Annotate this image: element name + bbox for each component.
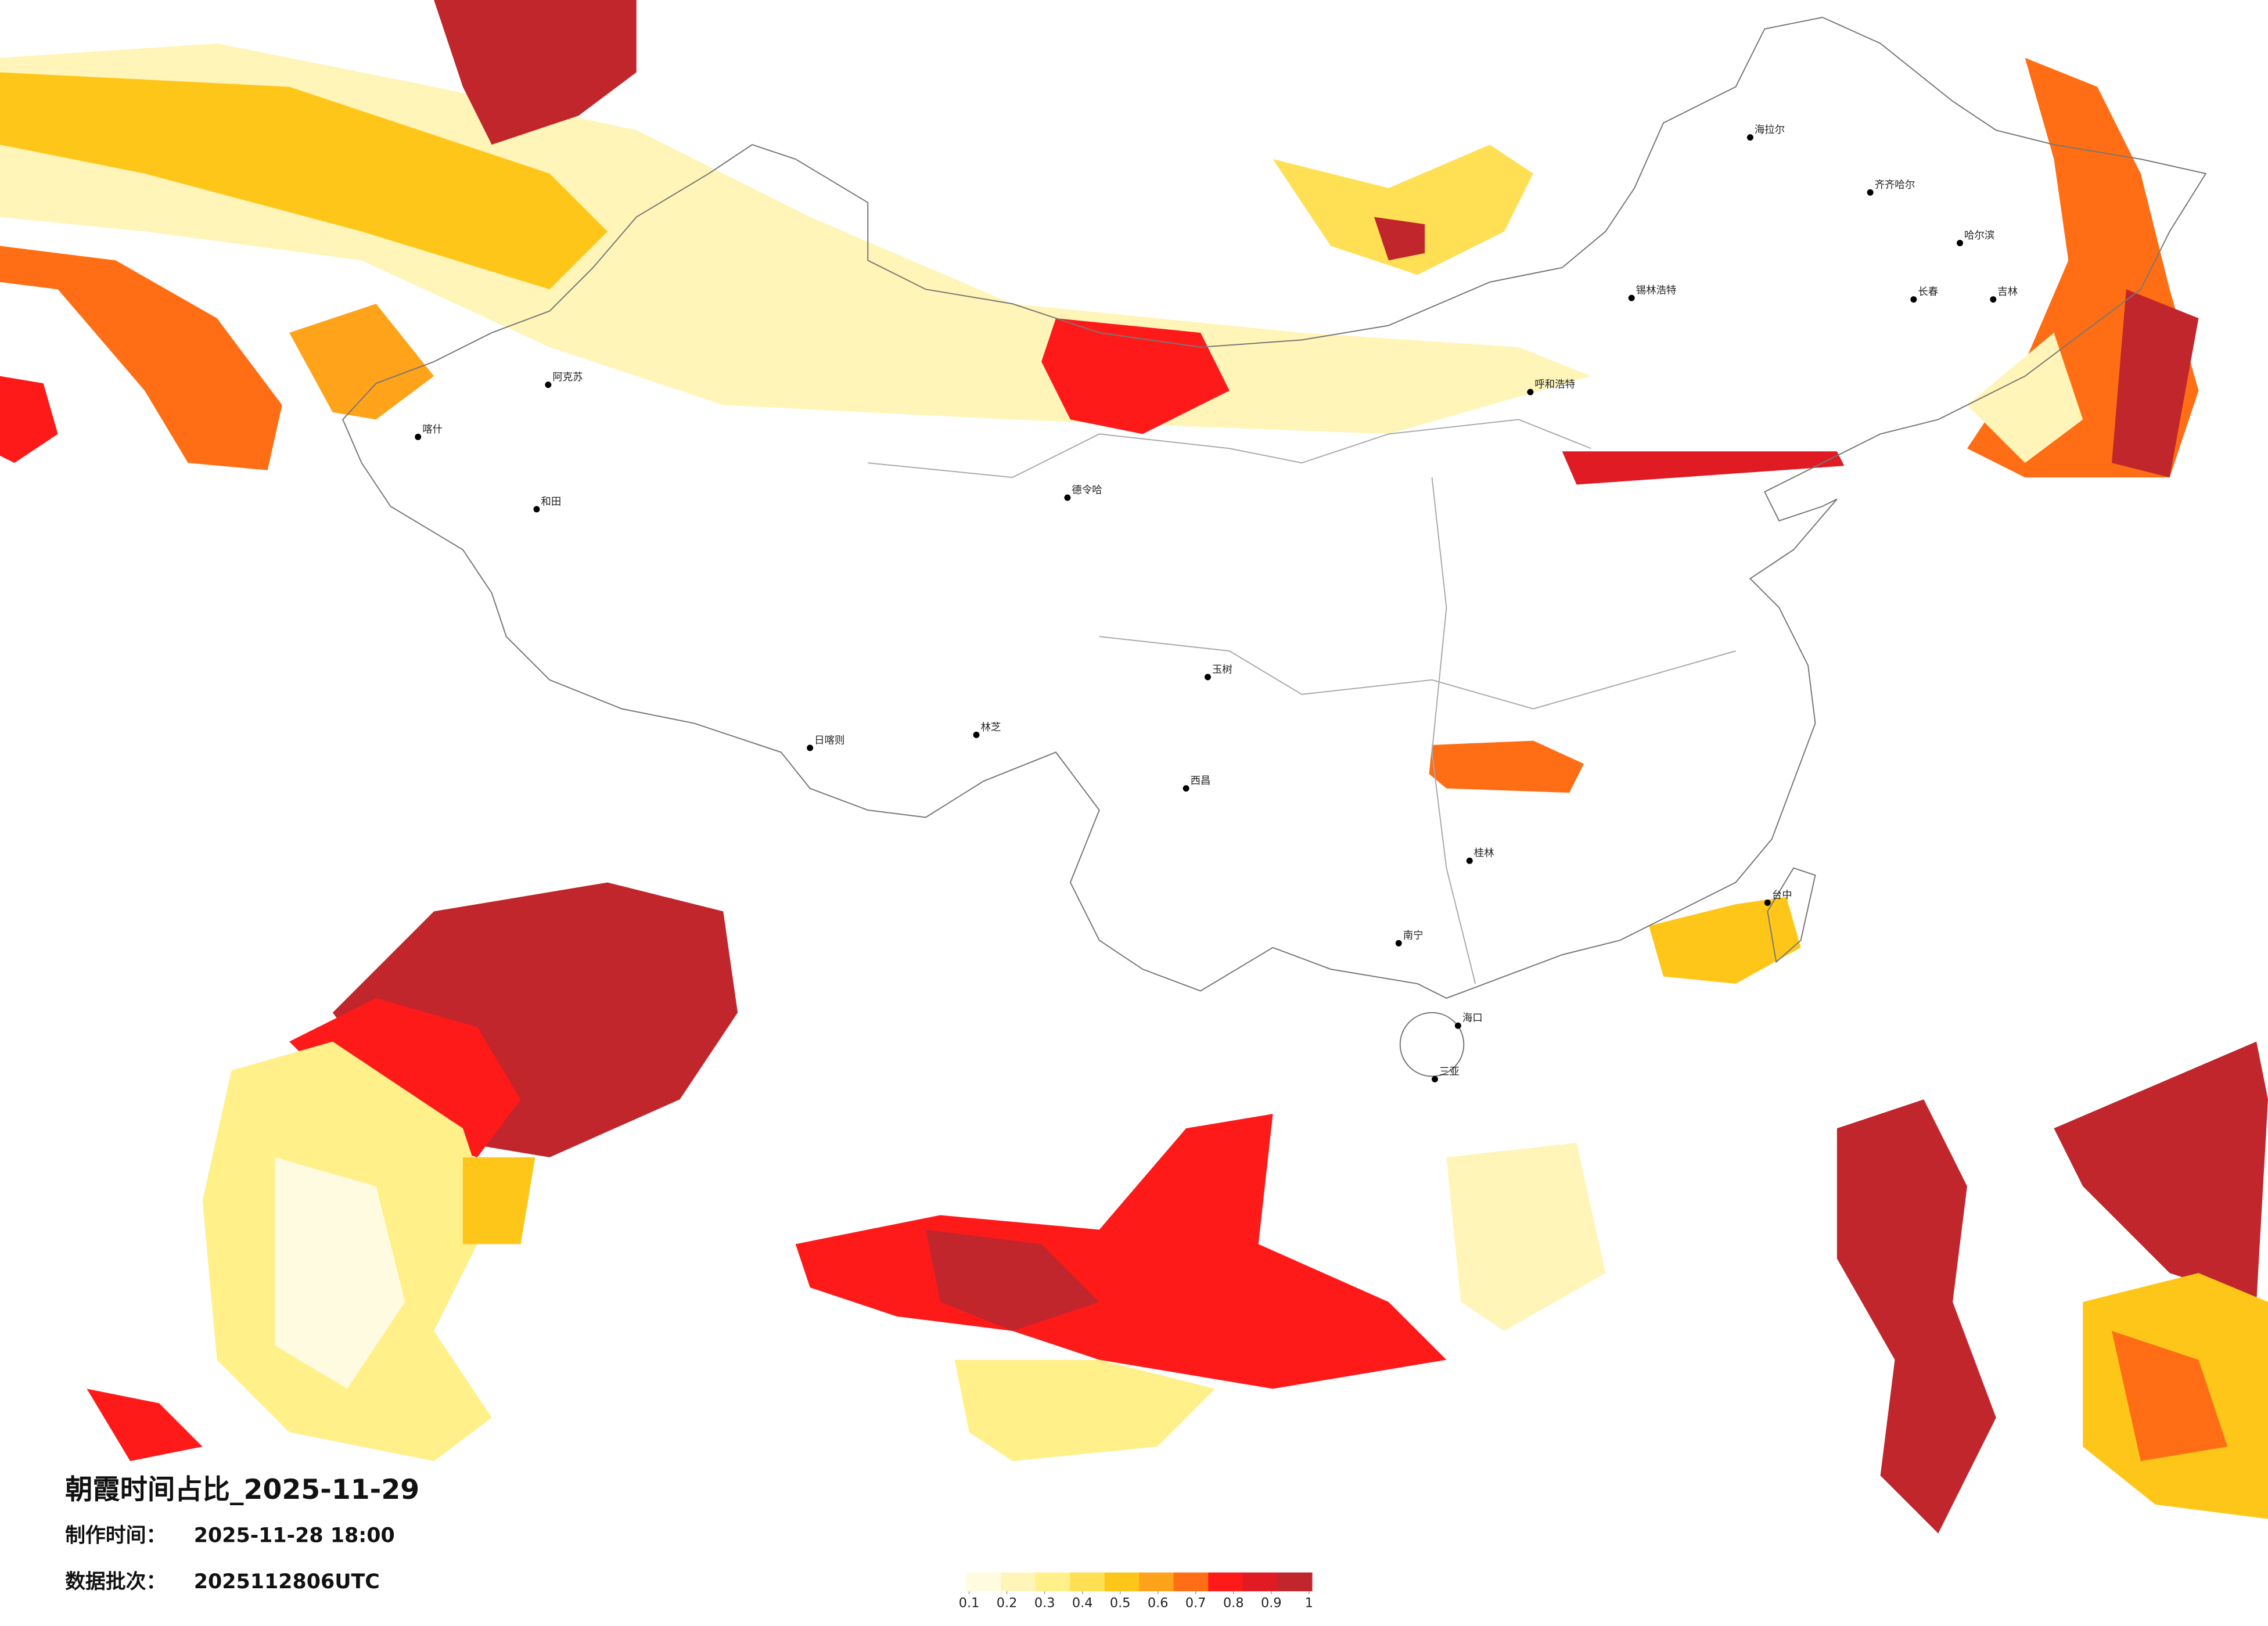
colorbar-swatch — [1001, 1572, 1036, 1592]
title: 朝霞时间占比_2025-11-29 — [65, 1474, 419, 1506]
city-label: 林芝 — [981, 722, 1001, 733]
city-dot — [1910, 296, 1917, 303]
city-dot — [1454, 1022, 1461, 1029]
city-dot — [1205, 674, 1211, 681]
city-dot — [1764, 899, 1771, 906]
city-label: 锡林浩特 — [1636, 285, 1677, 297]
batch-label: 数据批次： — [65, 1570, 166, 1593]
city-dot — [1527, 388, 1534, 395]
colorbar-swatch — [1173, 1572, 1209, 1592]
city-dot — [533, 506, 540, 513]
colorbar-swatch — [1208, 1572, 1243, 1592]
made-time-label: 制作时间： — [65, 1524, 166, 1548]
city-label: 日喀则 — [814, 735, 844, 746]
colorbar-tick-label: 0.6 — [1148, 1596, 1169, 1611]
colorbar-tick-label: 1 — [1305, 1596, 1313, 1611]
batch: 2025112806UTC — [194, 1570, 380, 1593]
city-dot — [1628, 294, 1635, 301]
made-time: 2025-11-28 18:00 — [194, 1524, 395, 1548]
colorbar-tick-label: 0.3 — [1034, 1596, 1055, 1611]
city-dot — [1990, 296, 1997, 303]
colorbar-swatch — [1070, 1572, 1105, 1592]
colorbar-tick-label: 0.5 — [1110, 1596, 1131, 1611]
city-dot — [1746, 134, 1753, 141]
colorbar: 0.1 0.2 0.3 0.4 0.5 0.6 0.7 0.8 0.9 1 — [959, 1572, 1313, 1611]
china-border — [342, 16, 2207, 999]
city-dot — [973, 732, 980, 738]
colorbar-tick-label: 0.8 — [1223, 1596, 1244, 1611]
colorbar-tick-label: 0.1 — [959, 1596, 980, 1611]
city-label: 德令哈 — [1072, 484, 1102, 496]
city-dot — [807, 744, 814, 751]
colorbar-swatch — [1035, 1572, 1070, 1592]
colorbar-tick-label: 0.7 — [1185, 1596, 1206, 1611]
province-line — [868, 419, 1591, 479]
city-dot — [545, 382, 552, 388]
colorbar-swatch — [1242, 1572, 1278, 1592]
city-label: 海拉尔 — [1755, 124, 1785, 136]
city-dot — [415, 433, 422, 440]
colorbar-swatch — [1139, 1572, 1174, 1592]
colorbar-swatch — [1104, 1572, 1140, 1592]
city-label: 喀什 — [422, 424, 443, 436]
city-label: 吉林 — [1997, 286, 2018, 298]
city-dot — [1957, 240, 1964, 246]
city-label: 长春 — [1918, 286, 1938, 298]
city-label: 三亚 — [1439, 1066, 1460, 1078]
province-line — [1099, 636, 1736, 710]
city-dot — [1182, 785, 1189, 792]
colorbar-swatch — [966, 1572, 1001, 1592]
city-label: 台中 — [1772, 890, 1792, 901]
colorbar-tick-label: 0.4 — [1072, 1596, 1093, 1611]
city-label: 桂林 — [1474, 848, 1494, 859]
city-label: 阿克苏 — [552, 372, 583, 383]
city-dot — [1466, 857, 1473, 864]
city-dot — [1867, 189, 1874, 196]
city-label: 海口 — [1462, 1013, 1483, 1024]
city-dot — [1395, 940, 1402, 947]
province-line — [1431, 477, 1476, 984]
colorbar-tick-label: 0.9 — [1261, 1596, 1282, 1611]
colorbar-swatch — [1277, 1572, 1313, 1592]
city-label: 哈尔滨 — [1964, 230, 1994, 242]
city-label: 西昌 — [1191, 775, 1211, 787]
hainan — [1399, 1012, 1465, 1077]
city-label: 齐齐哈尔 — [1875, 179, 1915, 191]
city-dot — [1432, 1075, 1438, 1082]
city-label: 呼和浩特 — [1534, 379, 1575, 391]
city-label: 玉树 — [1212, 664, 1232, 675]
city-label: 和田 — [541, 496, 561, 508]
land-outline — [342, 16, 2207, 1077]
city-dot — [1064, 494, 1071, 501]
colorbar-tick-label: 0.2 — [997, 1596, 1018, 1611]
city-label: 南宁 — [1403, 930, 1424, 942]
cloud-field — [0, 0, 2268, 1534]
taiwan — [1767, 867, 1816, 963]
